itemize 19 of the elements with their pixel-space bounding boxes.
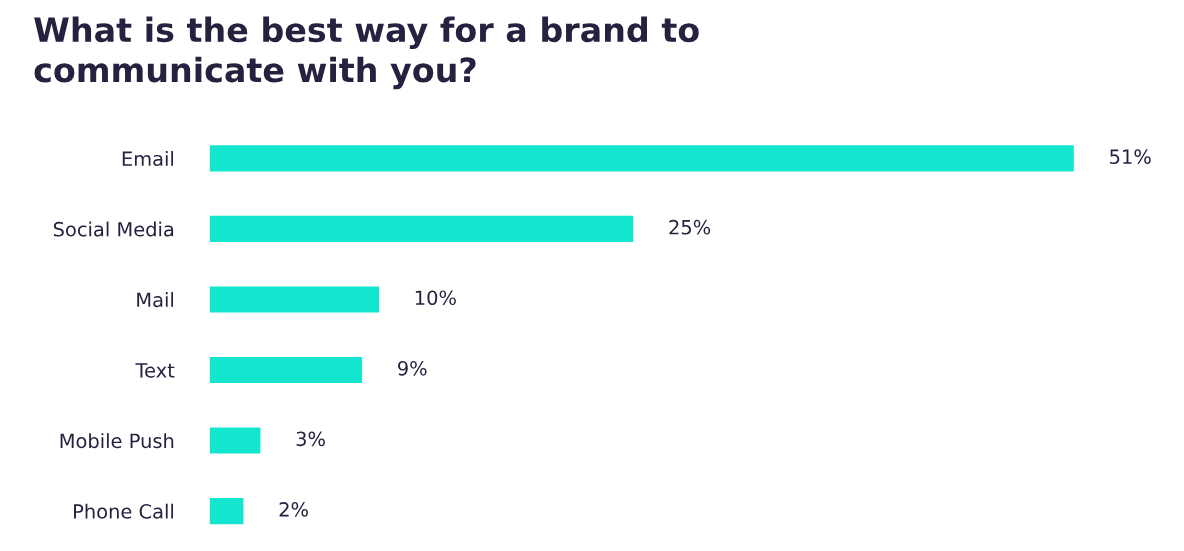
data-label: 25% xyxy=(669,219,711,235)
bar xyxy=(209,427,261,454)
y-tick-label: Social Media xyxy=(53,221,174,237)
y-tick-label: Text xyxy=(135,363,175,378)
y-tick-label: Phone Call xyxy=(74,503,174,519)
chart-title: What is the best way for a brand to communicate with you? xyxy=(34,16,699,90)
bar xyxy=(209,286,380,313)
data-label: 3% xyxy=(296,431,325,447)
bar xyxy=(209,145,1074,172)
y-tick-label: Mail xyxy=(137,292,174,308)
data-label: 2% xyxy=(279,502,308,517)
bar xyxy=(209,215,634,242)
data-label: 10% xyxy=(415,290,456,306)
data-label: 9% xyxy=(398,360,427,376)
bar xyxy=(209,498,244,525)
y-tick-label: Mobile Push xyxy=(60,433,174,449)
y-tick-label: Email xyxy=(122,150,174,167)
data-label: 51% xyxy=(1110,149,1151,165)
bar xyxy=(209,356,363,384)
